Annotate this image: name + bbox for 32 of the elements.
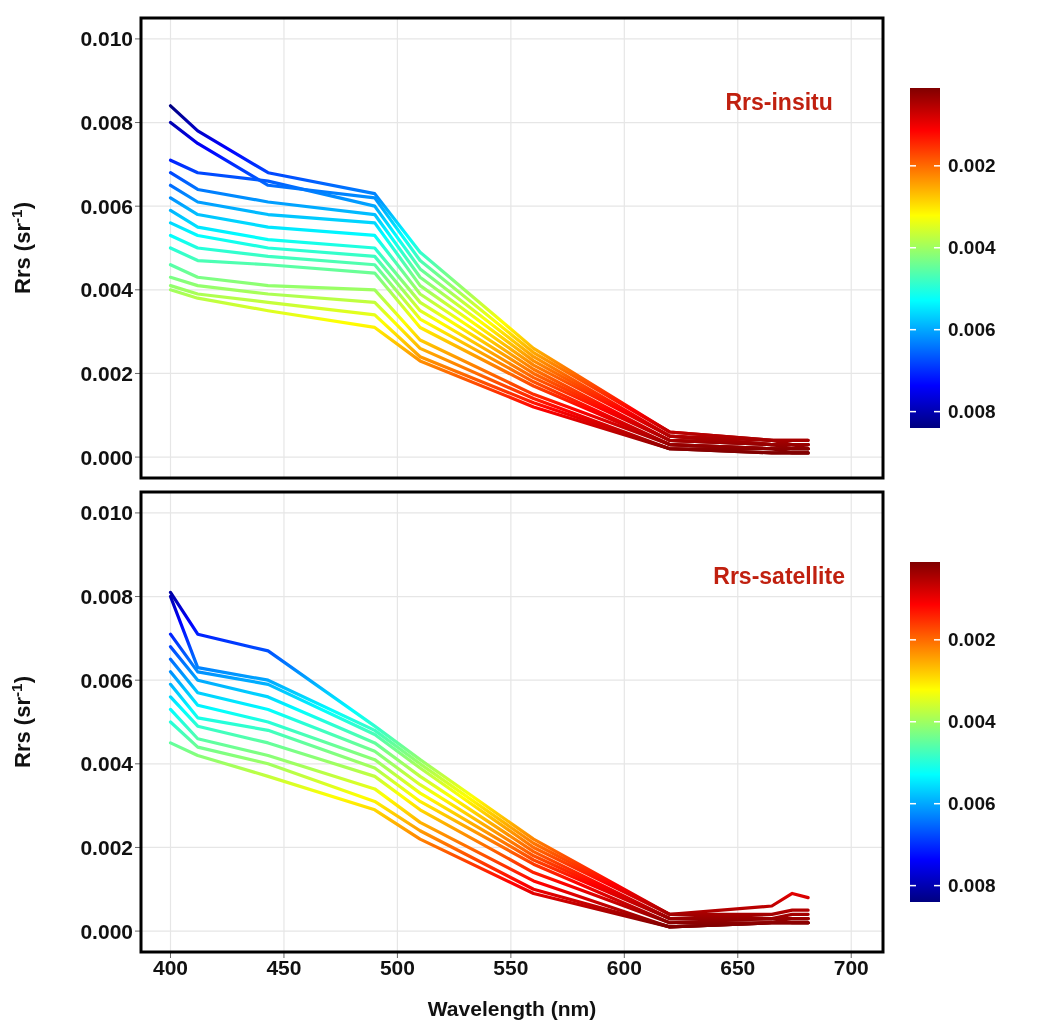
y-tick-label: 0.000 — [80, 919, 133, 943]
color-bar-label: 0.006 — [948, 793, 996, 815]
y-tick-label: 0.004 — [80, 278, 134, 302]
color-bar-label: 0.004 — [948, 711, 996, 733]
color-bar-label: 0.008 — [948, 401, 996, 423]
x-tick-label: 600 — [606, 955, 642, 979]
y-tick-label: 0.008 — [80, 111, 134, 134]
y-tick-label: 0.002 — [80, 361, 133, 385]
color-bar-label: 0.008 — [948, 875, 996, 897]
color-bar-label: 0.004 — [948, 237, 996, 259]
annotation: Rrs-insitu — [725, 89, 833, 115]
y-tick-label: 0.000 — [80, 445, 133, 469]
y-tick-label: 0.002 — [80, 835, 133, 859]
y-tick-label: 0.010 — [80, 501, 133, 525]
y-tick-label: 0.004 — [80, 752, 134, 776]
y-tick-label: 0.006 — [80, 668, 133, 692]
x-tick-label: 500 — [379, 955, 415, 979]
x-tick-label: 700 — [833, 955, 869, 979]
y-tick-label: 0.006 — [80, 194, 133, 218]
annotation: Rrs-satellite — [713, 563, 845, 589]
x-tick-label: 650 — [720, 955, 756, 979]
y-tick-label: 0.010 — [80, 27, 133, 51]
colorbar: 0.002 0.004 0.006 0.008 — [909, 562, 996, 902]
x-tick-label: 450 — [266, 955, 302, 979]
colorbar: 0.002 0.004 0.006 0.008 — [909, 88, 996, 428]
color-bar-label: 0.002 — [948, 155, 996, 177]
x-tick-label: 400 — [152, 955, 189, 979]
color-bar-label: 0.006 — [948, 319, 996, 341]
color-bar-label: 0.002 — [948, 629, 996, 651]
x-tick-label: 550 — [493, 955, 529, 979]
x-axis-title: Wavelength (nm) — [427, 997, 597, 1020]
y-tick-label: 0.008 — [80, 585, 134, 608]
